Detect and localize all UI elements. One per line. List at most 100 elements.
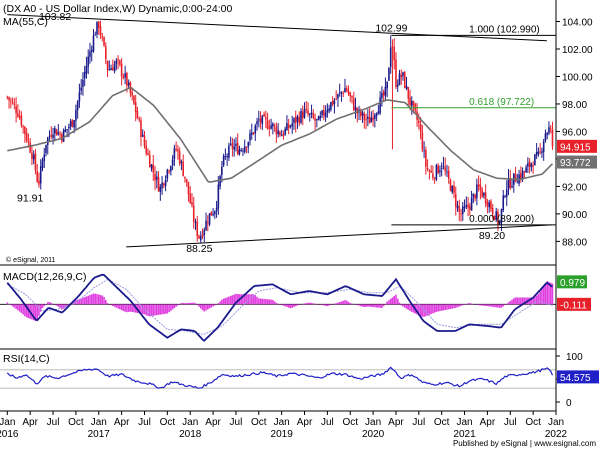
- candle-body: [527, 163, 529, 167]
- candle-body: [27, 140, 30, 142]
- candle-body: [483, 192, 485, 196]
- month-tick-label: Jan: [182, 417, 198, 428]
- candle-body: [405, 85, 408, 89]
- candle-body: [215, 207, 218, 212]
- month-tick-label: Jan: [91, 417, 107, 428]
- candle-body: [250, 132, 253, 135]
- candle-body: [393, 47, 396, 61]
- candle-body: [99, 26, 102, 36]
- month-tick-label: Jul: [47, 417, 60, 428]
- candle-body: [154, 174, 156, 181]
- candle-body: [113, 64, 116, 72]
- candle-body: [486, 202, 489, 207]
- candle-body: [497, 211, 499, 225]
- price-annotation: 89.20: [479, 230, 505, 242]
- candle-body: [254, 125, 257, 134]
- price-ytick-label: 96.00: [562, 127, 587, 138]
- candle-body: [287, 124, 290, 129]
- candle-body: [157, 177, 160, 192]
- candle-body: [127, 82, 130, 86]
- candle-body: [444, 167, 447, 172]
- candle-body: [500, 209, 503, 223]
- ma-value-tag-bg: [557, 155, 597, 169]
- candle-body: [319, 115, 322, 119]
- candle-body: [73, 120, 75, 128]
- month-tick-label: Jul: [138, 417, 151, 428]
- candle-body: [491, 208, 494, 215]
- candle-body: [323, 110, 325, 116]
- candle-body: [143, 135, 146, 146]
- candle-body: [282, 133, 285, 136]
- candle-body: [62, 130, 65, 142]
- price-ytick-label: 100.00: [562, 72, 593, 83]
- candle-body: [345, 87, 348, 91]
- candle-body: [263, 114, 265, 117]
- candle-body: [134, 102, 137, 113]
- candle-body: [39, 166, 42, 184]
- candle-body: [192, 205, 195, 223]
- candle-body: [163, 183, 165, 186]
- candle-body: [449, 180, 452, 191]
- candle-body: [458, 206, 461, 213]
- candle-body: [528, 161, 531, 167]
- candle-body: [470, 197, 473, 211]
- candle-body: [173, 148, 176, 159]
- ma55-line: [7, 86, 554, 183]
- candle-body: [316, 119, 318, 120]
- candle-body: [476, 184, 478, 199]
- candle-body: [289, 126, 292, 128]
- candle-body: [472, 193, 475, 198]
- candle-body: [514, 174, 517, 182]
- candle-body: [180, 161, 183, 164]
- candle-body: [286, 123, 288, 131]
- candle-body: [212, 214, 214, 216]
- month-tick-label: Jan: [548, 417, 564, 428]
- candle-body: [145, 145, 148, 154]
- month-tick-label: Jan: [274, 417, 290, 428]
- candle-body: [236, 142, 239, 155]
- candle-body: [277, 130, 279, 135]
- candle-body: [203, 229, 206, 236]
- candle-body: [38, 180, 40, 185]
- candle-body: [198, 235, 200, 239]
- candle-body: [226, 156, 228, 157]
- candle-body: [82, 79, 84, 87]
- candle-body: [279, 131, 281, 136]
- candle-body: [222, 155, 225, 166]
- month-tick-label: Oct: [525, 417, 541, 428]
- candle-body: [214, 211, 216, 215]
- candle-body: [532, 165, 534, 167]
- candle-body: [249, 133, 251, 141]
- ma-value-tag: 93.772: [560, 158, 591, 169]
- candle-body: [191, 202, 193, 206]
- candle-body: [460, 213, 462, 215]
- candle-body: [368, 116, 371, 124]
- candle-body: [205, 220, 207, 231]
- candle-body: [126, 73, 128, 86]
- candle-body: [477, 184, 480, 187]
- signal-value-tag: -0.111: [560, 300, 587, 311]
- price-annotation: 102.99: [375, 22, 407, 34]
- month-tick-label: Jul: [230, 417, 243, 428]
- candle-body: [124, 73, 126, 78]
- candle-body: [338, 92, 341, 94]
- rsi-panel: [0, 366, 556, 389]
- candle-body: [534, 154, 536, 166]
- candle-body: [177, 149, 179, 152]
- candle-body: [370, 117, 373, 122]
- month-tick-label: Oct: [68, 417, 84, 428]
- candle-body: [201, 234, 204, 237]
- candle-body: [155, 176, 158, 180]
- candle-body: [535, 152, 538, 156]
- candle-body: [375, 113, 378, 117]
- candle-body: [293, 118, 295, 123]
- candle-body: [166, 169, 169, 179]
- candle-body: [505, 189, 508, 197]
- candle-body: [398, 73, 401, 85]
- candle-body: [296, 116, 299, 122]
- candle-body: [301, 111, 304, 119]
- year-label: 2016: [0, 429, 19, 440]
- candle-body: [13, 103, 16, 105]
- candle-body: [541, 151, 543, 154]
